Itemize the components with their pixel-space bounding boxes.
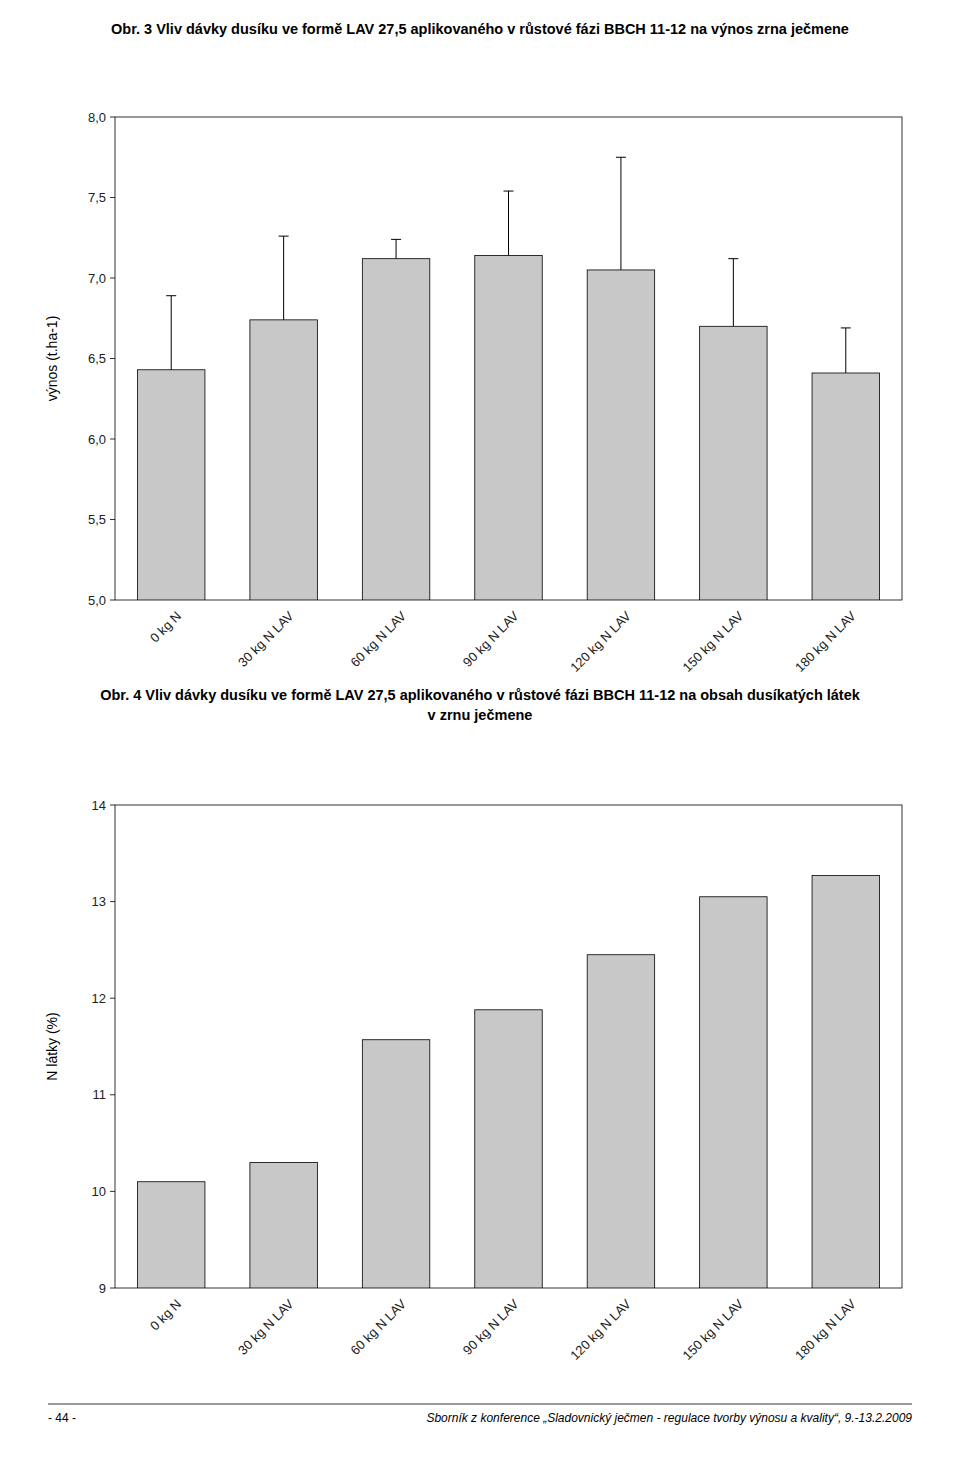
tick-mark [110,519,115,520]
tick-label: 13 [92,894,106,909]
category-label: 180 kg N LAV [792,608,859,675]
subtitle: v zrnu ječmene [428,707,533,723]
category-label: 150 kg N LAV [680,1296,747,1363]
bar [475,1010,542,1288]
tick-label: 10 [92,1184,106,1199]
tick-label: 12 [92,991,106,1006]
error-cap [504,191,514,192]
tick-mark [110,117,115,118]
page: Obr. 3 Vliv dávky dusíku ve formě LAV 27… [0,0,960,1463]
tick-label: 6,5 [88,351,106,366]
bar [700,897,767,1288]
category-label: 180 kg N LAV [792,1296,859,1363]
bar [362,1040,429,1288]
category-label: 120 kg N LAV [567,1296,634,1363]
tick-label: 14 [92,798,106,813]
category-label: 60 kg N LAV [347,1296,409,1358]
tick-mark [110,358,115,359]
category-label: 90 kg N LAV [460,1296,522,1358]
tick-label: 9 [99,1281,106,1296]
category-label: 30 kg N LAV [235,608,297,670]
bar [137,370,204,600]
error-cap [391,239,401,240]
tick-label: 11 [93,1087,107,1102]
error-line [733,259,734,327]
y-axis: 9 10 11 12 13 14 [92,798,115,1296]
tick-mark [110,1094,115,1095]
plot-area [137,876,879,1288]
bar [250,1162,317,1288]
error-bar [279,236,289,320]
error-cap [279,236,289,237]
error-cap [728,258,738,259]
tick-mark [110,901,115,902]
category-label: 30 kg N LAV [235,1296,297,1358]
error-bar [728,259,738,327]
error-bar [616,157,626,270]
tick-mark [110,1288,115,1289]
plot-frame [115,805,902,1288]
title: Obr. 3 Vliv dávky dusíku ve formě LAV 27… [111,21,849,37]
error-line [396,239,397,258]
error-line [283,236,284,320]
tick-mark [110,805,115,806]
error-bar [504,191,514,255]
error-bar [166,296,176,370]
x-axis: 0 kg N 30 kg N LAV 60 kg N LAV 90 kg N LAV 1… [147,608,859,675]
category-label: 150 kg N LAV [680,608,747,675]
error-line [620,157,621,270]
tick-mark [110,197,115,198]
error-bar [391,239,401,258]
annotation: Sborník z konference „Sladovnický ječmen… [426,1411,912,1425]
tick-label: 6,0 [88,432,106,447]
category-label: 60 kg N LAV [347,608,409,670]
tick-mark [110,1191,115,1192]
category-label: 90 kg N LAV [460,608,522,670]
bar [812,373,879,600]
tick-label: 5,0 [88,593,106,608]
tick-mark [110,439,115,440]
error-cap [616,157,626,158]
bar [700,326,767,600]
error-line [508,191,509,255]
x-axis: 0 kg N 30 kg N LAV 60 kg N LAV 90 kg N LAV 1… [147,1296,859,1363]
bar [137,1182,204,1288]
error-cap [841,327,851,328]
bar [812,876,879,1288]
tick-mark [110,600,115,601]
category-label: 0 kg N [147,608,184,645]
axis-label: výnos (t.ha-1) [44,316,60,402]
error-line [845,328,846,373]
category-label: 120 kg N LAV [567,608,634,675]
error-cap [166,295,176,296]
bar [587,955,654,1288]
tick-label: 8,0 [88,110,106,125]
title: Obr. 4 Vliv dávky dusíku ve formě LAV 27… [100,687,861,703]
tick-label: 5,5 [88,512,106,527]
error-line [171,296,172,370]
bar [362,259,429,600]
tick-mark [110,998,115,999]
category-label: 0 kg N [147,1296,184,1333]
axis-label: N látky (%) [44,1012,60,1080]
plot-frame [115,117,902,600]
y-axis: 5,0 5,5 6,0 6,5 7,0 7,5 8,0 [88,110,115,608]
chart: Obr. 4 Vliv dávky dusíku ve formě LAV 27… [44,687,912,1463]
annotation: - 44 - [48,1411,76,1425]
tick-label: 7,0 [88,271,106,286]
bar [475,255,542,600]
bar [587,270,654,600]
tick-label: 7,5 [88,190,106,205]
bar [250,320,317,600]
tick-mark [110,278,115,279]
error-bar [841,328,851,373]
footer-rule [48,1404,912,1405]
plot-area [137,157,879,600]
